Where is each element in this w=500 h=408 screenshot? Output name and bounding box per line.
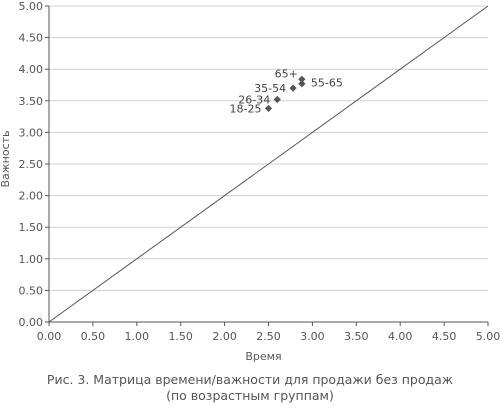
scatter-chart: 0.00 0.50 1.00 1.50 2.00 2.50 3.00 3.50 4.00 4.50…: [0, 0, 500, 363]
x-axis-title: Время: [245, 350, 281, 363]
x-tick-label: 4.50: [432, 330, 457, 343]
data-point-label: 55-65: [311, 77, 343, 90]
data-point-label: 65+: [275, 67, 298, 80]
data-point-marker: [298, 75, 306, 83]
x-tick-label: 1.00: [125, 330, 150, 343]
y-tick-label: 1.50: [19, 221, 44, 234]
y-tick-label: 0.50: [19, 284, 44, 297]
data-point-marker: [264, 104, 273, 112]
y-tick-label: 5.00: [19, 0, 44, 13]
x-tick-label: 0.50: [81, 330, 106, 343]
data-point-label: 26-34: [238, 94, 270, 107]
y-tick-label: 4.00: [19, 63, 44, 76]
y-tick-label: 0.00: [19, 316, 44, 329]
data-point-label: 35-54: [254, 82, 286, 95]
reference-diagonal-line: [48, 5, 489, 323]
x-tick-label: 5.00: [476, 330, 500, 343]
axes: [45, 5, 489, 326]
x-tick-label: 0.00: [37, 330, 62, 343]
figure-caption-line-2: (по возрастным группам): [166, 388, 334, 403]
data-point-marker: [273, 95, 281, 104]
x-tick-label: 1.50: [168, 330, 193, 343]
y-tick-label: 3.00: [19, 126, 44, 139]
data-point-marker: [289, 84, 297, 92]
data-point-marker: [298, 80, 306, 88]
figure-caption-line-1: Рис. 3. Матрица времени/важности для про…: [46, 372, 454, 387]
y-axis-title: Важность: [0, 130, 12, 187]
y-tick-labels: 0.00 0.50 1.00 1.50 2.00 2.50 3.00 3.50 4.00 4.50…: [19, 0, 44, 329]
y-tick-label: 2.50: [19, 158, 44, 171]
x-tick-label: 4.00: [388, 330, 413, 343]
y-tick-label: 4.50: [19, 32, 44, 45]
x-tick-label: 3.00: [300, 330, 325, 343]
x-tick-label: 3.50: [344, 330, 369, 343]
x-tick-label: 2.50: [256, 330, 281, 343]
x-tick-label: 2.00: [212, 330, 237, 343]
y-tick-label: 1.00: [19, 253, 44, 266]
x-tick-labels: 0.00 0.50 1.00 1.50 2.00 2.50 3.00 3.50 4.00 4.50…: [37, 330, 500, 343]
y-tick-label: 3.50: [19, 95, 44, 108]
y-tick-label: 2.00: [19, 190, 44, 203]
data-point-label: 18-25: [230, 102, 262, 115]
gridlines: [49, 5, 488, 291]
